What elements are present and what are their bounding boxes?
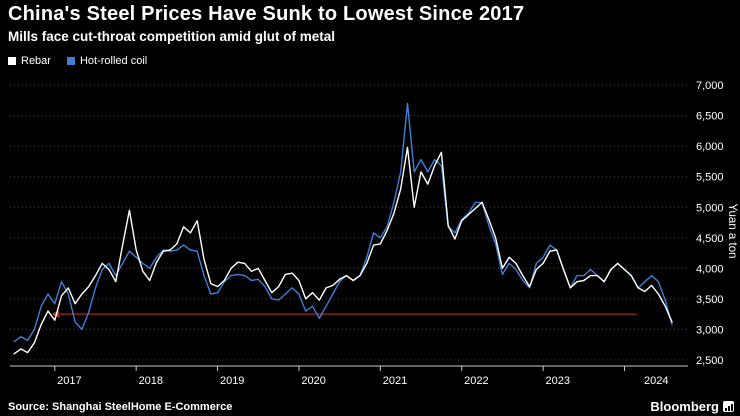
source-note: Source: Shanghai SteelHome E-Commerce	[8, 400, 233, 413]
legend-item-hot-rolled-coil: Hot-rolled coil	[66, 55, 148, 67]
svg-text:2,500: 2,500	[696, 355, 724, 367]
chart-subtitle: Mills face cut-throat competition amid g…	[8, 29, 336, 44]
legend: Rebar Hot-rolled coil	[8, 55, 147, 67]
svg-text:7,000: 7,000	[696, 80, 724, 92]
svg-text:4,500: 4,500	[696, 233, 724, 245]
legend-label-hot-rolled-coil: Hot-rolled coil	[79, 55, 148, 67]
svg-text:6,500: 6,500	[696, 111, 724, 123]
svg-text:3,500: 3,500	[696, 294, 724, 306]
svg-text:3,000: 3,000	[696, 324, 724, 336]
legend-item-rebar: Rebar	[8, 55, 51, 67]
svg-text:Yuan a ton: Yuan a ton	[726, 204, 738, 259]
footer: Source: Shanghai SteelHome E-Commerce Bl…	[8, 399, 734, 414]
svg-text:2021: 2021	[383, 375, 407, 387]
hot-rolled-coil-swatch-icon	[66, 57, 75, 65]
svg-text:4,000: 4,000	[696, 263, 724, 275]
svg-text:2022: 2022	[464, 375, 488, 387]
svg-text:5,000: 5,000	[696, 202, 724, 214]
svg-text:2020: 2020	[301, 375, 325, 387]
svg-text:6,000: 6,000	[696, 141, 724, 153]
bloomberg-chart-icon	[723, 401, 734, 412]
svg-text:2017: 2017	[57, 375, 81, 387]
legend-label-rebar: Rebar	[21, 55, 51, 67]
svg-text:2023: 2023	[546, 375, 570, 387]
bloomberg-wordmark: Bloomberg	[650, 399, 719, 414]
bloomberg-logo: Bloomberg	[650, 399, 734, 414]
svg-text:2019: 2019	[220, 375, 244, 387]
svg-text:2018: 2018	[139, 375, 163, 387]
chart-title: China's Steel Prices Have Sunk to Lowest…	[8, 3, 525, 25]
svg-text:5,500: 5,500	[696, 172, 724, 184]
rebar-swatch-icon	[8, 57, 16, 65]
svg-text:2024: 2024	[644, 375, 668, 387]
line-chart: 2,500 3,000 3,500 4,000 4,500 5,000 5,500 6,000…	[10, 80, 738, 387]
